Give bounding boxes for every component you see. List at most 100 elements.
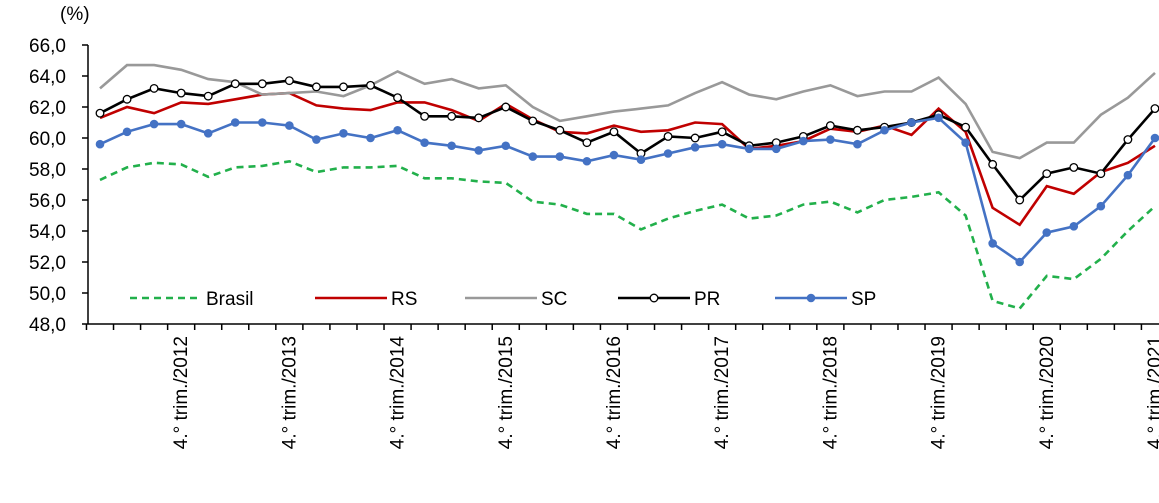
point xyxy=(853,139,862,149)
point xyxy=(609,150,619,160)
point xyxy=(393,125,402,135)
point xyxy=(1042,228,1052,237)
point xyxy=(1042,169,1052,179)
point xyxy=(501,141,511,151)
point xyxy=(366,133,375,143)
point xyxy=(961,122,971,132)
series-line xyxy=(99,63,1156,160)
point xyxy=(501,102,511,112)
point xyxy=(690,143,700,152)
x-tick-label: 4.° trim./2020 xyxy=(1037,336,1058,449)
point xyxy=(258,118,267,127)
y-tick-label: 66,0 xyxy=(29,36,66,57)
point xyxy=(339,129,348,138)
series-line xyxy=(99,79,1156,202)
point xyxy=(284,76,294,86)
x-tick-label: 4.° trim./2021 xyxy=(1145,336,1159,449)
y-tick-label: 54,0 xyxy=(29,222,66,243)
point xyxy=(582,138,592,148)
x-tick-label: 4.° trim./2017 xyxy=(712,336,733,449)
point xyxy=(690,133,700,143)
point xyxy=(230,79,240,89)
point xyxy=(420,111,430,121)
point xyxy=(474,146,484,155)
point xyxy=(582,156,592,166)
x-tick-label: 4.° trim./2015 xyxy=(496,336,517,449)
point xyxy=(663,149,673,158)
point xyxy=(122,127,132,137)
point xyxy=(934,113,943,123)
point xyxy=(717,127,727,137)
point xyxy=(95,139,105,149)
x-tick-label: 4.° trim./2016 xyxy=(604,336,625,449)
point xyxy=(826,135,835,144)
point xyxy=(1015,257,1025,267)
point xyxy=(203,129,213,138)
y-tick-label: 52,0 xyxy=(29,253,66,274)
point xyxy=(1096,201,1106,211)
point xyxy=(744,144,754,154)
legend-label: SP xyxy=(851,289,876,310)
point xyxy=(825,121,835,131)
point xyxy=(1069,162,1079,172)
point xyxy=(907,118,916,127)
point xyxy=(1150,104,1159,113)
point xyxy=(149,119,159,129)
point xyxy=(285,121,294,130)
point xyxy=(1123,135,1133,144)
point xyxy=(95,108,105,118)
x-tick-label: 4.° trim./2018 xyxy=(820,336,841,449)
y-tick-label: 60,0 xyxy=(29,129,66,150)
point xyxy=(420,138,429,147)
point xyxy=(555,125,565,135)
point xyxy=(474,113,484,123)
point xyxy=(1150,133,1159,143)
point xyxy=(447,111,457,121)
series-line xyxy=(99,159,1156,310)
legend-label: SC xyxy=(541,289,567,310)
point xyxy=(393,93,402,103)
point xyxy=(799,136,808,146)
y-tick-label: 62,0 xyxy=(29,98,66,119)
point xyxy=(880,125,889,135)
point xyxy=(312,135,321,144)
y-tick-label: 58,0 xyxy=(29,160,66,181)
y-tick-label: 48,0 xyxy=(29,315,66,336)
x-tick-label: 4.° trim./2014 xyxy=(388,336,409,450)
point xyxy=(1096,169,1106,179)
point xyxy=(636,155,646,164)
legend-label: Brasil xyxy=(206,289,254,310)
legend-label: RS xyxy=(391,289,417,310)
point xyxy=(176,119,186,129)
point xyxy=(988,239,997,248)
point xyxy=(771,144,781,154)
y-tick-label: 56,0 xyxy=(29,191,66,212)
y-unit-label: (%) xyxy=(60,4,90,25)
point xyxy=(717,139,727,149)
legend-marker xyxy=(649,293,659,303)
point xyxy=(366,80,375,90)
point xyxy=(1123,170,1133,180)
point xyxy=(852,125,862,135)
point xyxy=(528,116,538,126)
point xyxy=(176,88,186,98)
point xyxy=(311,82,321,92)
point xyxy=(961,138,970,147)
legend-label: PR xyxy=(694,289,720,310)
point xyxy=(528,152,538,161)
series-line xyxy=(99,91,1156,227)
point xyxy=(988,159,998,169)
point xyxy=(1069,222,1079,231)
point xyxy=(230,118,240,127)
x-tick-label: 4.° trim./2019 xyxy=(929,336,950,449)
point xyxy=(203,91,213,101)
y-tick-label: 64,0 xyxy=(29,67,66,88)
point xyxy=(149,83,159,93)
point xyxy=(447,141,456,151)
point xyxy=(257,79,267,89)
point xyxy=(1015,195,1025,205)
x-tick-label: 4.° trim./2012 xyxy=(171,336,192,449)
x-tick-label: 4.° trim./2013 xyxy=(279,336,300,449)
